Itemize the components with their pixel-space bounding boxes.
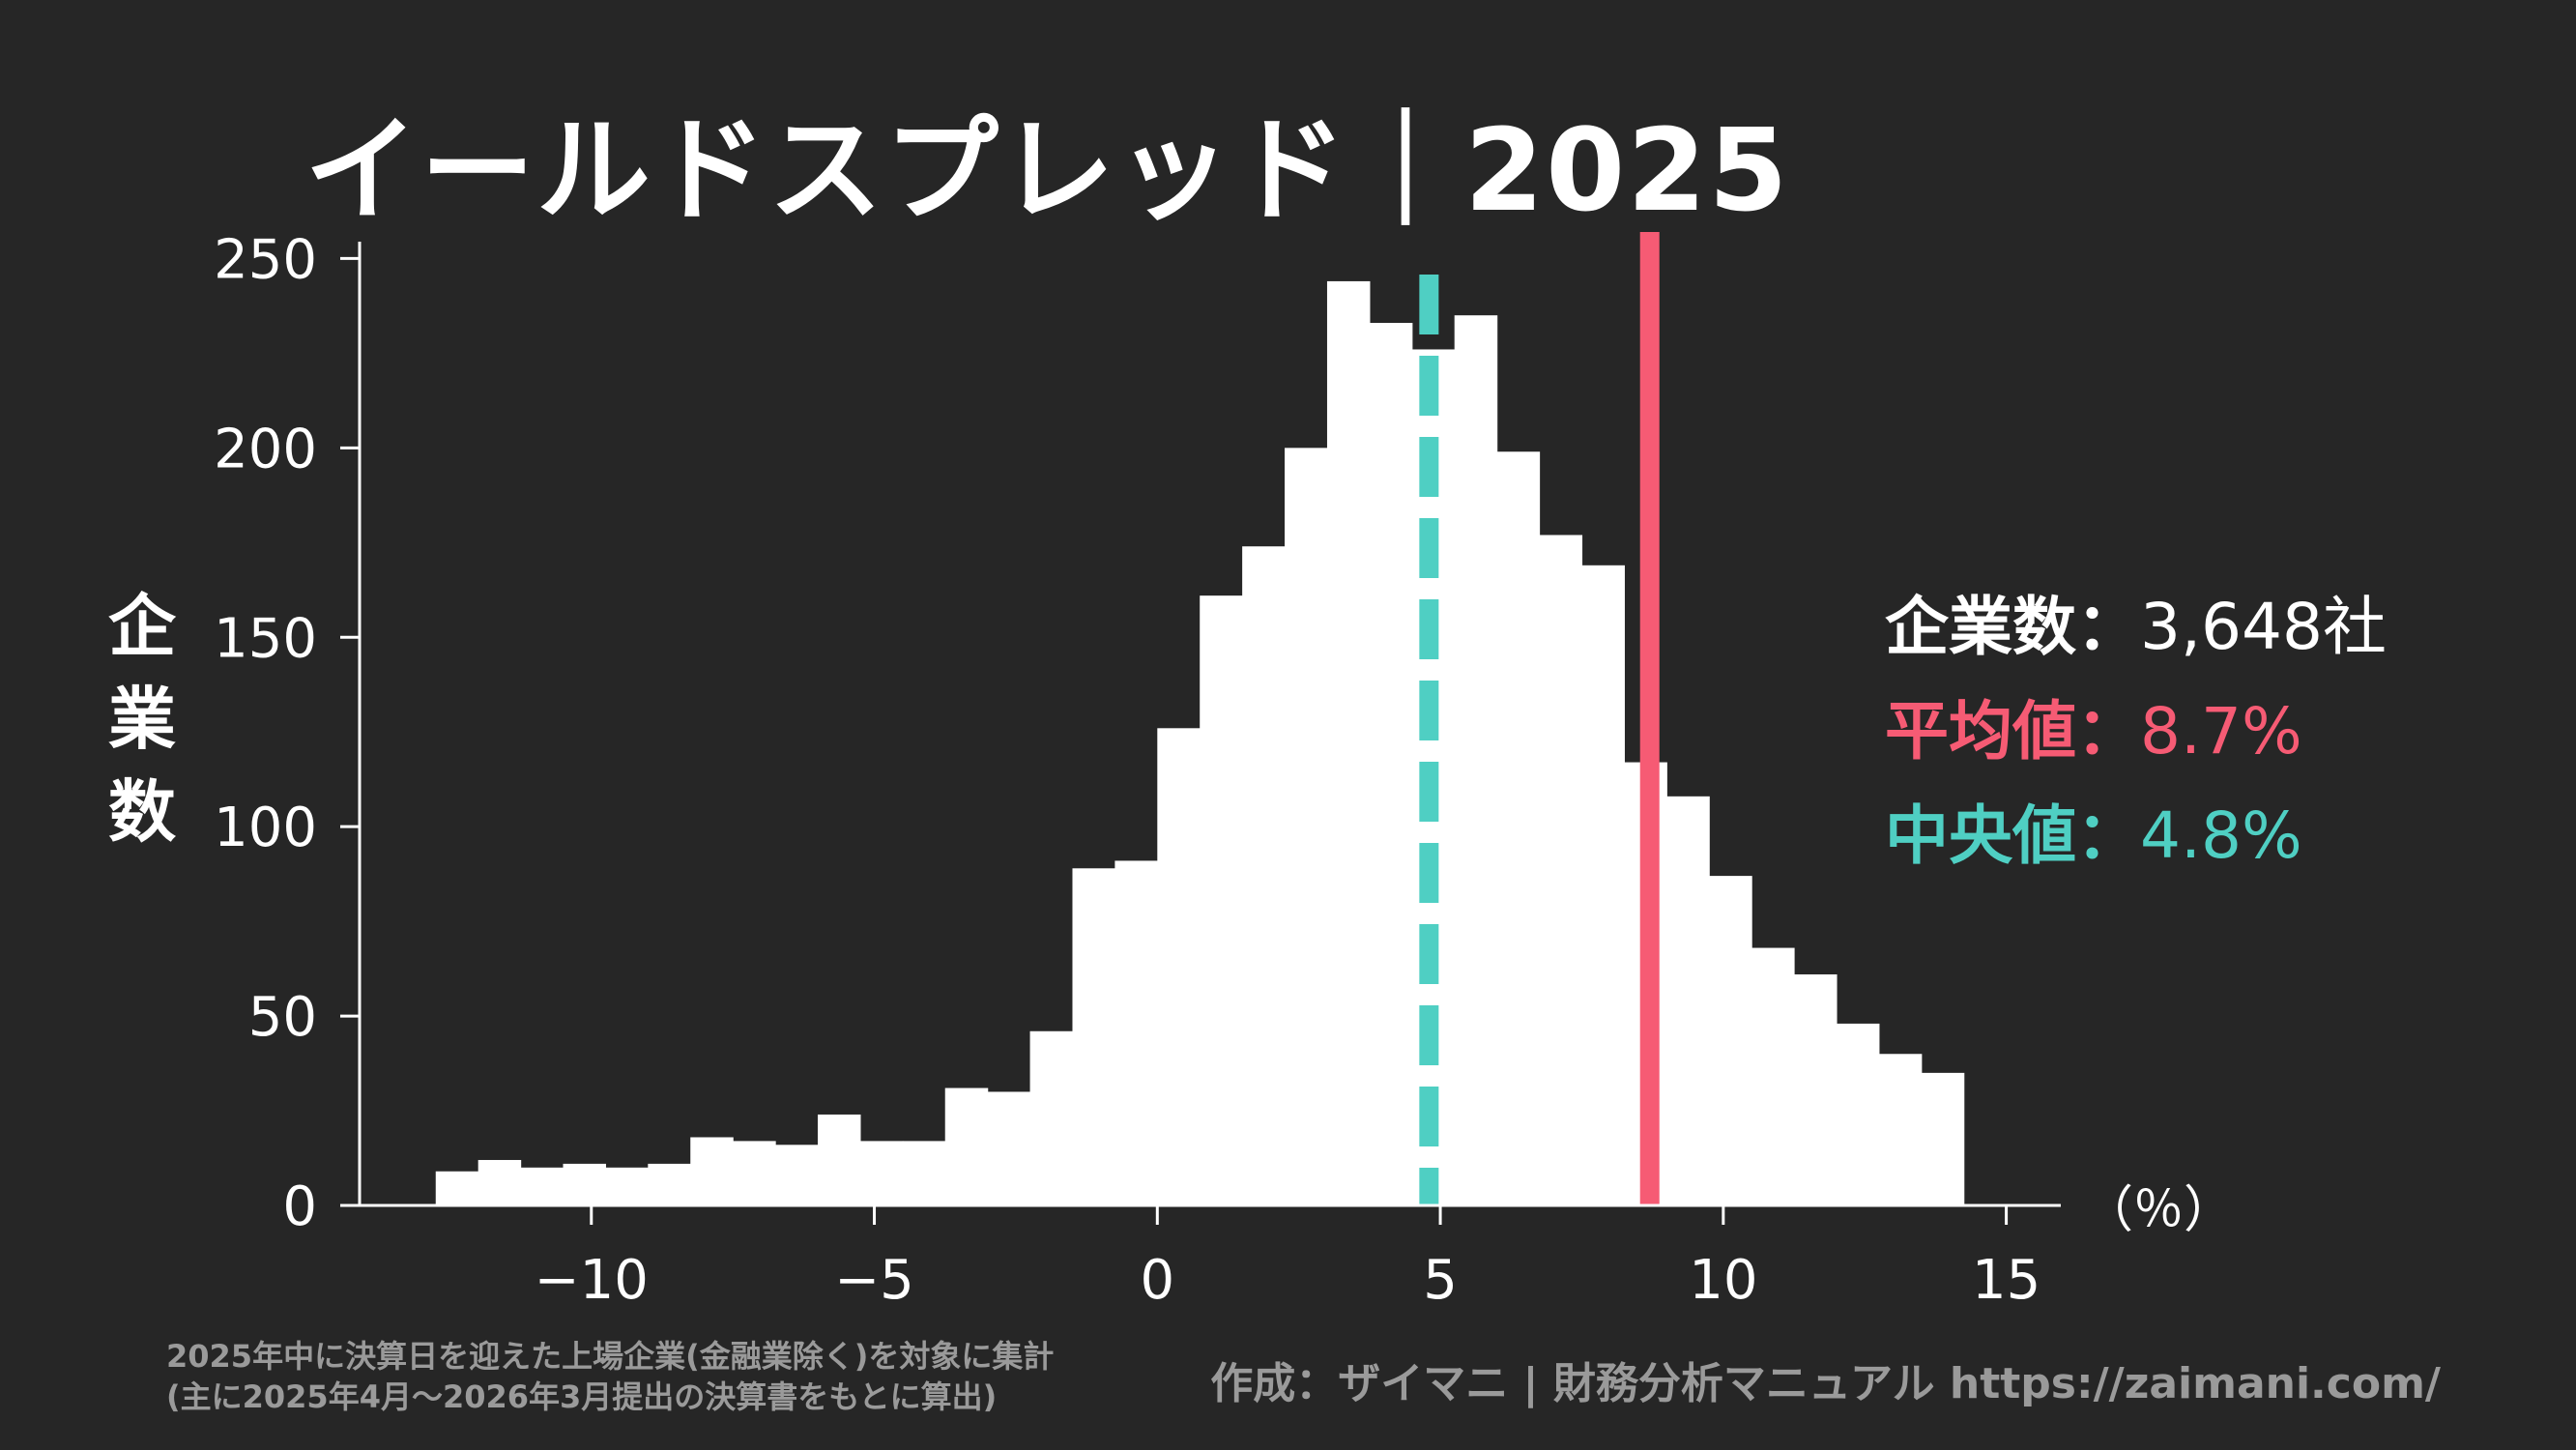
- histogram-bar: [987, 1091, 1031, 1205]
- reference-lines: [1419, 232, 1660, 1205]
- chart-title: イールドスプレッド｜2025: [304, 103, 1790, 237]
- histogram-bar: [1581, 565, 1625, 1205]
- histogram-bar: [1114, 860, 1158, 1205]
- histogram-bar: [478, 1159, 522, 1205]
- histogram-bar: [1836, 1023, 1880, 1205]
- mean-value: 8.7%: [2140, 694, 2302, 768]
- histogram-bar: [1326, 280, 1371, 1205]
- histogram-bar: [605, 1167, 649, 1205]
- mean-label: 平均値：: [1885, 694, 2140, 768]
- histogram-bar: [690, 1137, 734, 1205]
- x-tick-label: 10: [1689, 1249, 1757, 1312]
- median-stat: 中央値：4.8%: [1885, 784, 2387, 888]
- y-tick-label: 200: [214, 418, 317, 480]
- histogram-bar: [944, 1088, 989, 1205]
- y-axis-label-char: 業: [108, 680, 176, 759]
- mean-stat: 平均値：8.7%: [1885, 680, 2387, 784]
- x-tick-label: −10: [535, 1249, 649, 1312]
- histogram-bar: [1072, 868, 1115, 1205]
- histogram-bar: [1285, 448, 1328, 1205]
- x-tick-label: 0: [1140, 1249, 1174, 1312]
- company-count-stat: 企業数：3,648社: [1885, 575, 2387, 680]
- x-tick-label: 15: [1972, 1249, 2041, 1312]
- median-value: 4.8%: [2140, 798, 2302, 873]
- histogram-bar: [1157, 728, 1201, 1205]
- histogram-bar: [1539, 535, 1583, 1205]
- footnote-line-2: (主に2025年4月～2026年3月提出の決算書をもとに算出): [166, 1378, 998, 1415]
- histogram-bar: [1878, 1054, 1923, 1205]
- x-tick-label: −5: [834, 1249, 914, 1312]
- histogram-bar: [520, 1167, 564, 1205]
- footnote-line-1: 2025年中に決算日を迎えた上場企業(金融業除く)を対象に集計: [166, 1338, 1055, 1375]
- y-axis-label-char: 企: [108, 587, 176, 666]
- histogram-bar: [1709, 876, 1752, 1205]
- credit-text: 作成：ザイマニ | 財務分析マニュアル https://zaimani.com/: [1210, 1359, 2441, 1408]
- footnote: 2025年中に決算日を迎えた上場企業(金融業除く)を対象に集計 (主に2025年…: [166, 1336, 1054, 1417]
- y-tick-label: 0: [282, 1175, 317, 1238]
- histogram-bar: [1496, 451, 1541, 1205]
- histogram-bar: [1666, 796, 1710, 1205]
- y-axis-label: 企 業 数: [108, 580, 176, 858]
- histogram-bar: [902, 1141, 946, 1205]
- histogram-bar: [1369, 323, 1413, 1205]
- histogram-bars: [435, 280, 1965, 1205]
- median-label: 中央値：: [1885, 798, 2140, 873]
- company-count-value: 3,648社: [2140, 590, 2387, 664]
- histogram-bar: [435, 1171, 479, 1205]
- histogram-bar: [1794, 973, 1838, 1205]
- histogram-bar: [1921, 1072, 1965, 1205]
- x-tick-label: 5: [1423, 1249, 1458, 1312]
- summary-stats: 企業数：3,648社 平均値：8.7% 中央値：4.8%: [1885, 575, 2387, 888]
- company-count-label: 企業数：: [1885, 590, 2140, 664]
- histogram-bar: [1454, 315, 1498, 1205]
- y-axis-label-char: 数: [108, 772, 176, 852]
- y-tick-label: 150: [214, 607, 317, 670]
- histogram-bar: [1751, 947, 1795, 1205]
- histogram-bar: [1029, 1030, 1074, 1205]
- histogram-bar: [817, 1114, 861, 1205]
- histogram-bar: [1242, 546, 1286, 1205]
- x-axis-unit-label: （％）: [2083, 1181, 2234, 1239]
- histogram-bar: [775, 1145, 819, 1205]
- y-tick-label: 100: [214, 797, 317, 859]
- histogram-bar: [563, 1163, 607, 1205]
- histogram-bar: [1200, 595, 1243, 1205]
- histogram-bar: [733, 1141, 776, 1205]
- histogram-bar: [859, 1141, 904, 1205]
- axes: 0 50 100 150 200 250 −10 −5 0 5 10 15 （％）: [214, 228, 2234, 1312]
- histogram-bar: [648, 1163, 691, 1205]
- y-tick-label: 250: [214, 228, 317, 291]
- y-tick-label: 50: [248, 986, 317, 1049]
